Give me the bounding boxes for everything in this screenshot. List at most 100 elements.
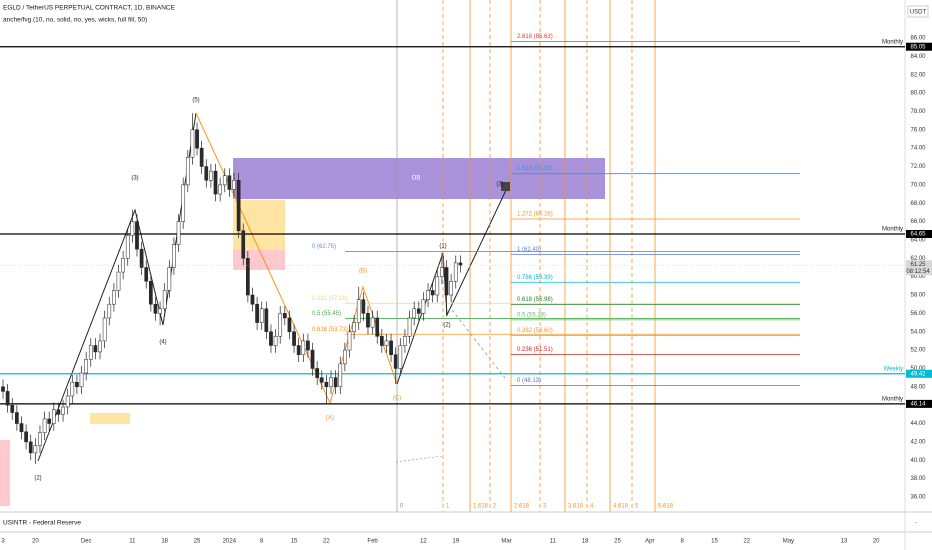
wave-label: (A)	[326, 416, 334, 422]
time-fib-label: 4.618	[613, 504, 629, 510]
candle-body	[310, 349, 315, 369]
y-tick-label: 68.00	[910, 201, 926, 207]
price-badge-label: 46.14	[910, 401, 926, 407]
candle-body	[329, 377, 333, 388]
x-tick-label: 22	[743, 539, 750, 545]
y-tick-label: 42.00	[910, 439, 926, 445]
y-tick-label: 76.00	[910, 127, 926, 133]
price-badge-label: 64.65	[910, 232, 926, 238]
candle-body	[93, 345, 98, 353]
candle-body	[379, 336, 384, 346]
pane-label: USINTR - Federal Reserve	[3, 520, 81, 527]
level-name: Monthly	[882, 227, 903, 233]
y-tick-label: 60.00	[910, 274, 926, 280]
x-tick-label: 8	[260, 539, 264, 545]
candle-body	[393, 354, 398, 369]
candle-body	[458, 262, 463, 266]
fib-label: 1 (62.40)	[517, 247, 541, 253]
candle-body	[273, 336, 278, 346]
candle-body	[453, 262, 458, 282]
level-name: Weekly	[883, 366, 903, 372]
time-fib-label: 1.618	[473, 504, 489, 510]
candle-body	[172, 244, 176, 268]
time-fib-label: 1	[446, 504, 450, 510]
candle-body	[38, 432, 42, 446]
time-fib-label: 4	[590, 504, 594, 510]
x-tick-label: 13	[840, 539, 847, 545]
x-tick-label: 25	[614, 539, 621, 545]
x-tick-label: 25	[194, 539, 201, 545]
candle-body	[287, 317, 292, 332]
countdown: 08:12:54	[906, 269, 930, 275]
currency-box[interactable]	[907, 5, 929, 18]
price-badge	[906, 229, 932, 238]
candle-body	[15, 412, 19, 424]
wave-line	[195, 112, 398, 405]
time-fib-label: 3.618	[568, 504, 584, 510]
candle-body	[375, 317, 380, 337]
candle-body	[24, 431, 28, 443]
candle-body	[246, 258, 250, 296]
x-tick-label: 2024	[223, 539, 237, 545]
candle-body	[232, 180, 236, 190]
candle-body	[278, 313, 283, 337]
y-tick-label: 36.00	[910, 495, 926, 501]
candle-body	[112, 290, 116, 305]
candle-body	[51, 409, 56, 424]
candle-body	[398, 345, 403, 369]
fvg-zone	[0, 440, 10, 506]
wave-label: (B)	[359, 269, 367, 275]
x-tick-label: 11	[129, 539, 136, 545]
candle-body	[333, 377, 338, 388]
arrow-head	[501, 182, 510, 191]
y-tick-label: 74.00	[910, 146, 926, 152]
x-tick-label: 18	[582, 539, 589, 545]
x-tick-label: Mar	[501, 539, 511, 545]
x-tick-label: 15	[291, 539, 298, 545]
candle-body	[384, 340, 389, 346]
candle-body	[125, 235, 130, 259]
wave-label: (4)	[159, 340, 166, 346]
last-price: 61.25	[910, 262, 926, 268]
level-name: Monthly	[882, 39, 903, 45]
projection	[395, 455, 444, 463]
candle-body	[370, 317, 375, 328]
x-tick-label: Apr	[645, 539, 654, 545]
y-tick-label: 52.00	[910, 348, 926, 354]
candle-body	[361, 299, 366, 314]
projection	[451, 309, 506, 379]
x-tick-label: Dec	[81, 539, 92, 545]
y-tick-label: 62.00	[910, 256, 926, 262]
candle-body	[10, 404, 15, 413]
fvg-zone	[233, 200, 285, 250]
candle-body	[1, 386, 5, 392]
y-tick-label: 48.00	[910, 384, 926, 390]
candle-body	[61, 406, 65, 415]
candle-body	[130, 221, 135, 236]
time-fib-label: 5.618	[658, 504, 674, 510]
fib-label: 0.5 (55.29)	[517, 312, 546, 318]
candle-body	[33, 445, 38, 454]
candle-body	[19, 423, 24, 433]
fib-label: 1.618 (71.22)	[517, 166, 553, 172]
y-tick-label: 64.00	[910, 238, 926, 244]
fib-label: 2.618 (85.63)	[517, 34, 553, 40]
candle-body	[70, 381, 75, 397]
candle-body	[319, 377, 324, 383]
candle-body	[356, 299, 361, 323]
candle-body	[403, 336, 407, 346]
candle-body	[107, 303, 112, 319]
wave-label: (1)	[439, 244, 446, 250]
candle-body	[209, 170, 213, 181]
candle-body	[218, 184, 222, 195]
candle-body	[139, 248, 144, 268]
y-tick-label: 40.00	[910, 458, 926, 464]
candle-body	[347, 331, 352, 351]
candle-body	[199, 147, 204, 167]
fib-label: 0.786 (59.39)	[517, 275, 553, 281]
candle-body	[185, 157, 190, 186]
candle-body	[366, 313, 370, 328]
fib-label: 0.236 (51.51)	[517, 347, 553, 353]
pane-icon[interactable]: ⋅	[915, 521, 917, 527]
